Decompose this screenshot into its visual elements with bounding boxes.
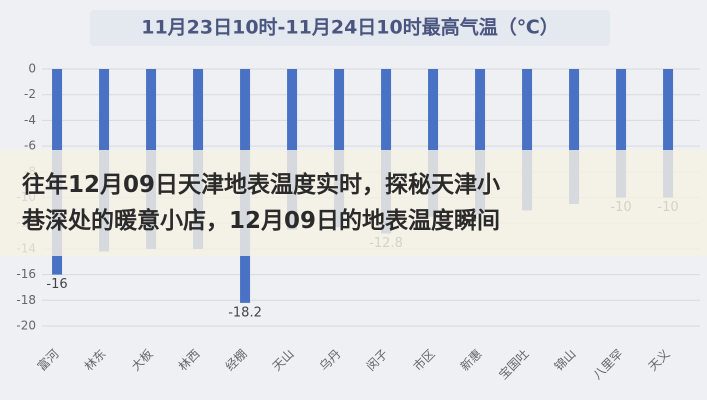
y-tick-label: -18: [16, 293, 36, 307]
bar: [569, 69, 580, 204]
x-tick-label: 市区: [410, 346, 438, 374]
banner: 往年12月09日天津地表温度实时，探秘天津小 巷深处的暖意小店，12月09日的地…: [0, 150, 707, 256]
x-tick-label: 闵子: [363, 346, 391, 374]
banner-line: 往年12月09日天津地表温度实时，探秘天津小: [22, 172, 501, 198]
bar: [287, 69, 298, 230]
y-tick-label: -16: [16, 267, 36, 281]
x-tick-label: 宝国吐: [496, 347, 531, 382]
banner-line: 巷深处的暖意小店，12月09日的地表温度瞬间: [22, 208, 501, 234]
y-tick-label: -4: [24, 113, 36, 127]
value-label: -18.2: [228, 305, 262, 320]
x-tick-label: 乌丹: [316, 346, 344, 374]
chart-title: 11月23日10时-11月24日10时最高气温（℃）: [141, 16, 559, 39]
x-tick-label: 林西: [176, 347, 203, 374]
x-tick-label: 林东: [82, 347, 109, 374]
bar: [475, 69, 486, 215]
y-tick-label: 0: [28, 62, 36, 76]
bar: [616, 69, 627, 198]
x-tick-label: 新惠: [457, 346, 485, 374]
x-tick-label: 经棚: [222, 346, 250, 374]
y-tick-label: -2: [24, 87, 36, 101]
x-tick-label: 八里罕: [590, 347, 625, 382]
title-box: [90, 10, 610, 46]
bar: [663, 69, 674, 198]
value-label: -16: [46, 277, 67, 292]
y-tick-label: -6: [24, 139, 36, 153]
bar: [522, 69, 533, 211]
x-tick-label: 天山: [270, 347, 297, 374]
x-tick-label: 天义: [646, 347, 673, 374]
x-tick-label: 锦山: [552, 347, 579, 374]
y-tick-label: -20: [16, 319, 36, 333]
x-tick-label: 富河: [34, 346, 62, 374]
x-tick-label: 大板: [129, 347, 156, 374]
bar: [334, 69, 345, 228]
bar: [428, 69, 439, 217]
